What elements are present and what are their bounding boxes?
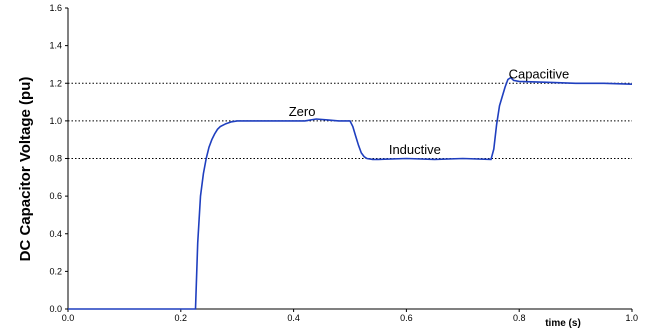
y-tick-label-0: 0.0 — [49, 304, 62, 314]
x-tick-labels: 0.0 0.2 0.4 0.6 0.8 1.0 — [62, 313, 638, 323]
y-tick-label-1: 0.2 — [49, 266, 62, 276]
x-tick-label-4: 0.8 — [513, 313, 526, 323]
annotation-inductive: Inductive — [389, 142, 441, 157]
x-tick-label-1: 0.2 — [175, 313, 188, 323]
x-axis-label: time (s) — [545, 318, 581, 329]
annotation-zero: Zero — [289, 104, 316, 119]
annotation-capacitive: Capacitive — [509, 67, 570, 82]
y-tick-label-5: 1.0 — [49, 116, 62, 126]
x-tick-label-3: 0.6 — [400, 313, 413, 323]
y-tick-label-3: 0.6 — [49, 191, 62, 201]
y-tick-labels: 0.0 0.2 0.4 0.6 0.8 1.0 1.2 1.4 1.6 — [49, 3, 62, 314]
annotations: Zero Inductive Capacitive — [289, 67, 570, 157]
x-tick-label-0: 0.0 — [62, 313, 75, 323]
y-tick-label-6: 1.2 — [49, 78, 62, 88]
y-axis-label: DC Capacitor Voltage (pu) — [17, 77, 34, 262]
y-tick-label-8: 1.6 — [49, 3, 62, 13]
voltage-series-line — [68, 76, 633, 310]
y-tick-label-2: 0.4 — [49, 229, 62, 239]
y-tick-label-7: 1.4 — [49, 41, 62, 51]
axes — [65, 7, 633, 312]
x-tick-label-2: 0.4 — [287, 313, 300, 323]
y-tick-label-4: 0.8 — [49, 154, 62, 164]
x-tick-label-5: 1.0 — [625, 313, 638, 323]
reference-lines — [68, 82, 632, 159]
